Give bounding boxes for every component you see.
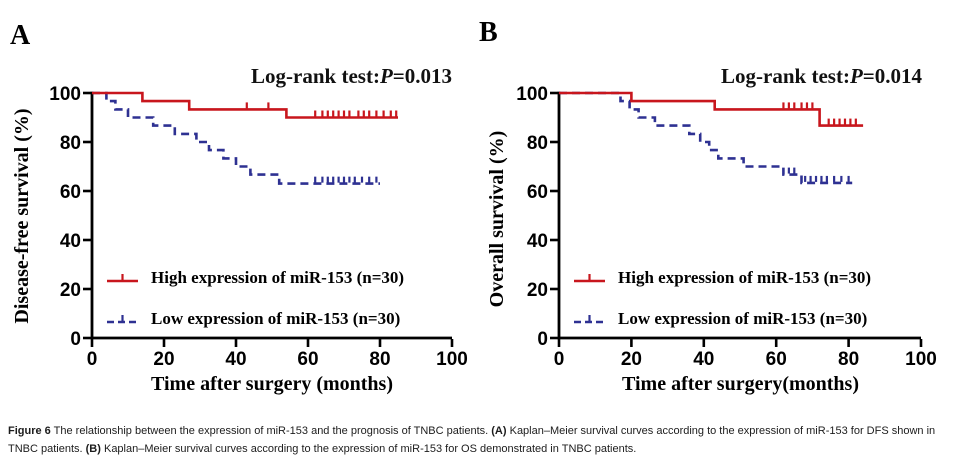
legend-item-high-b: High expression of miR-153 (n=30) [573, 267, 871, 289]
legend-label-high-b: High expression of miR-153 (n=30) [618, 268, 872, 287]
y-axis-title-a: Disease-free survival (%) [11, 108, 33, 324]
panel-a-label: A [10, 20, 31, 51]
x-tick-label: 20 [153, 349, 174, 370]
y-axis-title-b: Overall survival (%) [486, 130, 508, 308]
x-axis-title-b: Time after surgery(months) [622, 373, 859, 395]
legend-item-high-a: High expression of miR-153 (n=30) [106, 267, 404, 289]
legend-label-low-b: Low expression of miR-153 (n=30) [618, 309, 868, 328]
x-tick-label: 80 [369, 349, 390, 370]
axes-panel-A [90, 91, 452, 340]
caption-bold-segment: Figure 6 [8, 425, 51, 437]
legend-item-low-b: Low expression of miR-153 (n=30) [573, 308, 867, 330]
logrank-prefix-b: Log-rank test: [721, 64, 850, 88]
x-tick-label: 40 [225, 349, 246, 370]
y-tick-label: 60 [527, 182, 548, 203]
panel-b-label: B [479, 17, 498, 48]
logrank-p-value-b: =0.014 [862, 64, 922, 88]
km-charts-canvas: 0 20 40 60 80 100 0 20 40 60 80 100 0 20 40 60 80 100 0 20 4… [49, 84, 937, 370]
y-tick-label: 0 [537, 329, 548, 350]
caption-segment: Kaplan–Meier survival curves according t… [8, 425, 936, 455]
y-tick-label: 80 [60, 133, 81, 154]
survival-curve-high-A [92, 91, 398, 119]
x-axis-title-a: Time after surgery (months) [151, 373, 393, 395]
figure-caption: Figure 6 The relationship between the ex… [8, 423, 956, 458]
x-tick-label: 60 [766, 349, 787, 370]
x-tick-label: 80 [838, 349, 859, 370]
y-tick-label: 80 [527, 133, 548, 154]
x-tick-label: 100 [905, 349, 937, 370]
logrank-annotation-b: Log-rank test:P=0.014 [559, 64, 922, 89]
axes-panel-B [557, 91, 921, 340]
y-tick-label: 40 [60, 231, 81, 252]
x-tick-label: 0 [554, 349, 565, 370]
legend-label-high-a: High expression of miR-153 (n=30) [151, 268, 405, 287]
y-tick-label: 100 [49, 84, 81, 105]
x-tick-label: 20 [621, 349, 642, 370]
y-tick-label: 60 [60, 182, 81, 203]
logrank-prefix-a: Log-rank test: [251, 64, 380, 88]
logrank-p-symbol-b: P [849, 64, 863, 88]
legend-label-low-a: Low expression of miR-153 (n=30) [151, 309, 401, 328]
caption-segment: The relationship between the expression … [50, 425, 492, 437]
x-tick-label: 60 [297, 349, 318, 370]
survival-curve-low-B [559, 91, 853, 185]
legend-marker-low-expression-a [107, 315, 138, 324]
logrank-p-symbol-a: P [379, 64, 393, 88]
x-tick-label: 40 [693, 349, 714, 370]
caption-bold-segment: (B) [85, 442, 101, 455]
x-tick-label: 0 [87, 349, 98, 370]
y-tick-label: 100 [516, 84, 548, 105]
legend-marker-high-expression-a [107, 274, 138, 283]
y-tick-label: 0 [70, 329, 81, 350]
legend-marker-high-expression-b [574, 274, 605, 283]
legend-marker-low-expression-b [574, 315, 605, 324]
y-tick-label: 40 [527, 231, 548, 252]
survival-curve-high-B [559, 91, 864, 127]
x-tick-label: 100 [436, 349, 468, 370]
survival-curve-low-A [92, 91, 380, 185]
caption-segment: Kaplan–Meier survival curves according t… [100, 442, 637, 455]
y-tick-label: 20 [527, 280, 548, 301]
y-tick-label: 20 [60, 280, 81, 301]
caption-bold-segment: (A) [491, 425, 507, 437]
logrank-p-value-a: =0.013 [392, 64, 452, 88]
logrank-annotation-a: Log-rank test:P=0.013 [92, 64, 452, 89]
legend-item-low-a: Low expression of miR-153 (n=30) [106, 308, 400, 330]
